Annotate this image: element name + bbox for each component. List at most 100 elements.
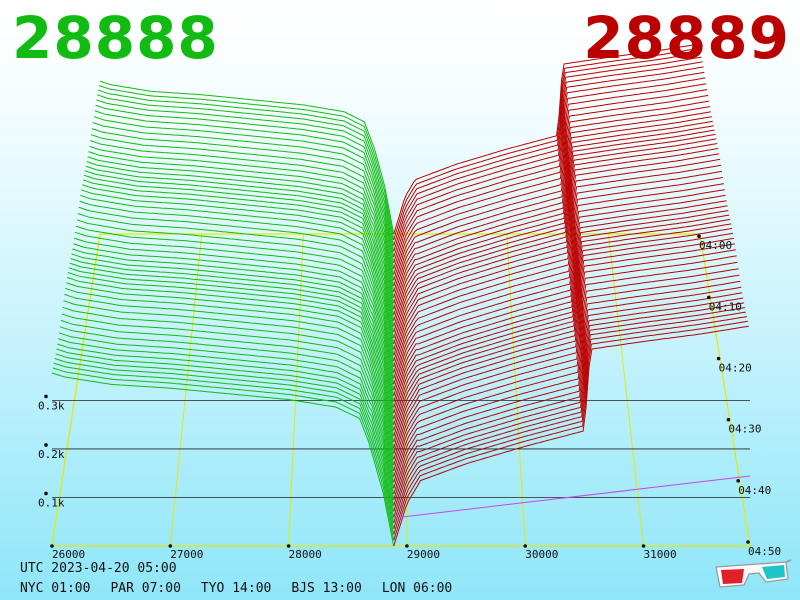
bid-depth-line: [69, 262, 395, 431]
ask-depth-line: [393, 261, 738, 477]
ask-depth-line: [393, 205, 728, 414]
bid-depth-line: [58, 332, 395, 500]
ask-depth-line: [393, 83, 707, 281]
ask-depth-line: [393, 177, 723, 385]
ask-depth-line: [393, 164, 722, 373]
bid-depth-line: [79, 200, 395, 367]
depth-tick-marker: [44, 491, 48, 496]
ask-depth-line: [393, 52, 701, 246]
ask-depth-line: [393, 43, 699, 235]
bid-depth-line: [74, 231, 395, 396]
ask-depth-line: [393, 307, 746, 524]
ask-depth-line: [393, 219, 731, 431]
time-tick-marker: [707, 295, 711, 300]
price-tick-marker: [523, 544, 528, 548]
price-tick-marker: [168, 544, 173, 548]
depth-tick-label: 0.3k: [38, 399, 65, 412]
ask-depth-line: [393, 170, 722, 379]
timezone-par: PAR 07:00: [110, 581, 181, 596]
bid-depth-line: [65, 287, 395, 460]
bid-depth-line: [57, 343, 395, 512]
bid-depth-line: [93, 116, 395, 275]
ask-depth-line: [393, 280, 741, 495]
time-tick-label: 04:30: [728, 423, 761, 436]
ask-depth-line: [393, 148, 719, 356]
bid-depth-line: [82, 184, 395, 350]
price-grid-line: [506, 233, 526, 547]
ask-depth-line: [393, 125, 714, 327]
bid-depth-line: [92, 122, 395, 281]
ask-depth-line: [393, 194, 726, 402]
ask-depth-line: [393, 189, 725, 396]
time-tick-marker: [736, 479, 740, 483]
ask-depth-line: [393, 232, 734, 448]
time-tick-marker: [726, 417, 731, 422]
ask-depth-line: [393, 237, 734, 454]
bid-depth-line: [77, 213, 395, 379]
ask-depth-line: [393, 94, 709, 292]
depth-tick-label: 0.2k: [38, 448, 65, 461]
bid-depth-line: [96, 99, 395, 258]
price-tick-marker: [50, 544, 54, 548]
ask-depth-line: [393, 316, 747, 535]
price-tick-label: 28000: [289, 548, 322, 561]
bid-depth-line: [52, 367, 395, 541]
bid-depth-line: [66, 277, 395, 448]
bid-depth-line: [54, 358, 395, 529]
ask-depth-line: [393, 89, 708, 287]
ask-depth-line: [393, 133, 716, 339]
ask-depth-line: [393, 61, 703, 258]
ask-depth-line: [393, 56, 702, 252]
ask-depth-line: [393, 100, 710, 298]
utc-time: UTC 2023-04-20 05:00: [20, 561, 177, 576]
ask-depth-line: [393, 106, 711, 304]
ask-depth-line: [393, 227, 733, 443]
depth-tick-marker: [44, 394, 48, 399]
price-tick-label: 30000: [525, 548, 558, 561]
bid-depth-line: [63, 300, 395, 471]
time-tick-marker: [716, 356, 721, 361]
bid-depth-line: [95, 104, 395, 263]
price-grid-line: [607, 233, 645, 547]
bid-depth-line: [74, 237, 395, 402]
timezone-tyo: TYO 14:00: [200, 581, 272, 596]
ask-depth-line: [393, 200, 727, 408]
ask-depth-line: [393, 120, 713, 321]
ask-depth-line: [393, 111, 711, 310]
3d-glasses-icon[interactable]: [712, 558, 792, 592]
bid-depth-line: [75, 225, 395, 391]
bid-depth-line: [90, 140, 395, 298]
bid-depth-line: [72, 248, 395, 414]
bid-price: 28888: [12, 4, 219, 72]
price-tick-label: 29000: [407, 548, 440, 561]
bid-depth-line: [82, 179, 395, 344]
bid-depth-line: [67, 272, 395, 443]
bid-depth-line: [80, 194, 395, 362]
ask-depth-line: [393, 302, 745, 518]
ask-depth-line: [393, 66, 704, 264]
ask-depth-line: [393, 214, 730, 425]
timezone-nyc: NYC 01:00: [20, 581, 91, 596]
bid-depth-line: [56, 348, 395, 518]
bid-depth-line: [55, 353, 395, 524]
ask-price: 28889: [583, 4, 790, 72]
bid-depth-line: [81, 189, 395, 356]
ask-depth-line: [393, 77, 706, 275]
ask-depth-line: [393, 249, 736, 466]
ask-depth-line: [393, 274, 740, 489]
bid-depth-line: [90, 134, 395, 292]
bid-depth-line: [86, 161, 395, 321]
bid-depth-line: [78, 206, 395, 373]
depth-surface: [51, 43, 751, 547]
ask-depth-line: [393, 210, 729, 420]
bid-depth-line: [83, 174, 395, 339]
bid-depth-line: [53, 362, 395, 535]
ask-depth-line: [393, 153, 720, 362]
ask-depth-line: [393, 268, 739, 483]
bid-depth-line: [97, 94, 395, 252]
price-tick-label: 31000: [644, 548, 677, 561]
bid-depth-line: [99, 80, 395, 235]
time-tick-marker: [746, 540, 750, 544]
depth-tick-marker: [44, 443, 48, 447]
price-grid-line: [51, 233, 101, 547]
